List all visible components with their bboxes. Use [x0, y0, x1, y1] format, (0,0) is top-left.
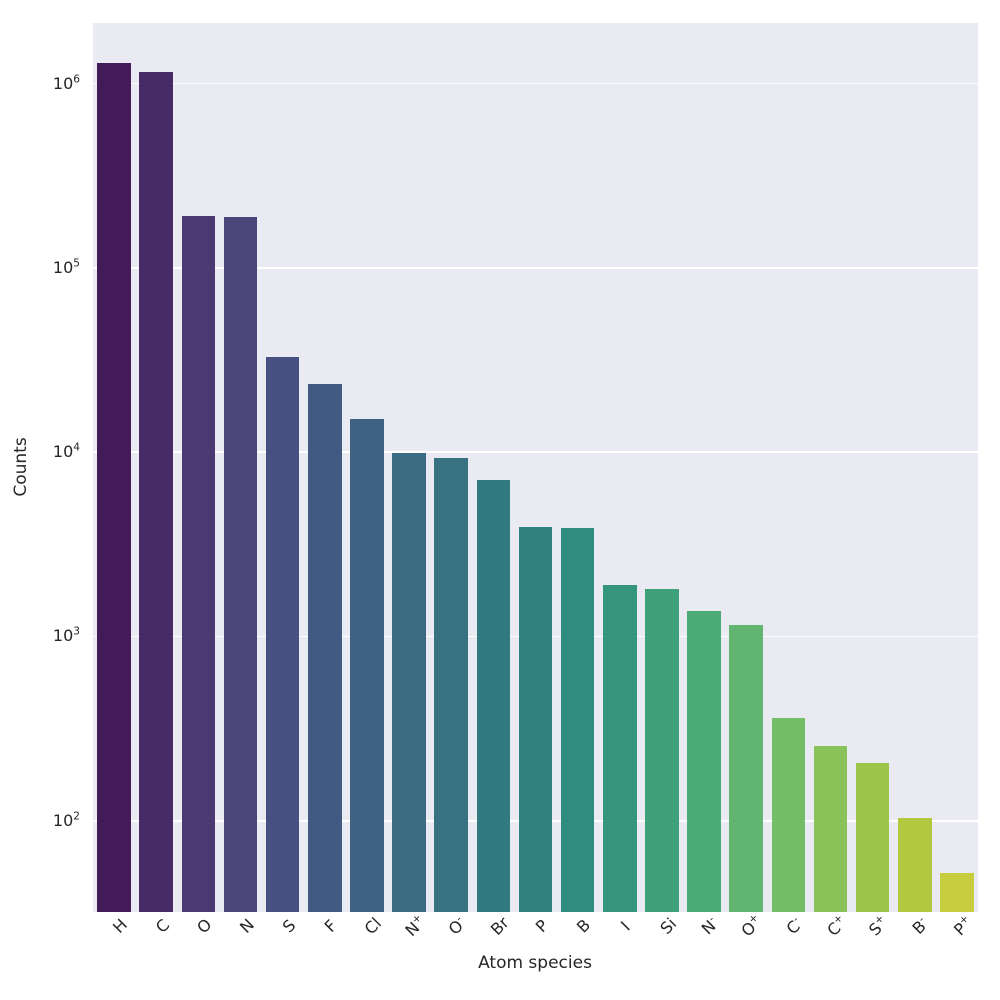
bar-Si: [645, 588, 679, 912]
bar-Br: [476, 479, 511, 912]
x-tick-label: C: [151, 915, 173, 937]
superscript: 2: [73, 810, 80, 823]
bar-B: [560, 527, 595, 912]
x-tick-label: F: [320, 916, 341, 936]
x-tick-label: Cl: [360, 913, 386, 939]
y-tick-label-10e2: 102: [52, 810, 80, 830]
x-tick-label: H: [109, 915, 132, 937]
superscript: -: [916, 913, 928, 926]
x-tick-label: C+: [822, 911, 846, 940]
plot-area: [93, 23, 978, 912]
y-tick-label-10e3: 103: [52, 626, 80, 646]
superscript: +: [746, 911, 762, 927]
x-tick-label: B: [573, 915, 595, 937]
superscript: +: [830, 911, 846, 927]
gridline-105: [93, 267, 978, 269]
x-tick-label: I: [617, 917, 635, 935]
bar-C+: [813, 745, 848, 912]
bar-N: [223, 217, 258, 912]
x-tick-label: N-: [697, 913, 720, 939]
gridline-106: [93, 82, 978, 85]
bar-S: [265, 356, 300, 912]
superscript: 6: [73, 73, 80, 86]
bar-N+: [392, 452, 426, 912]
x-tick-label: B-: [908, 913, 931, 938]
superscript: +: [409, 911, 424, 927]
bar-P: [518, 526, 553, 912]
bar-P+: [940, 873, 974, 912]
x-tick-label: Br: [486, 913, 513, 939]
bar-S+: [855, 763, 890, 912]
bar-B-: [897, 818, 932, 912]
superscript: -: [706, 913, 718, 925]
y-tick-label-10e4: 104: [52, 441, 80, 462]
y-axis-label: Counts: [11, 437, 31, 497]
x-tick-label: P: [531, 915, 552, 937]
superscript: 4: [73, 441, 80, 454]
bar-F: [307, 383, 342, 912]
superscript: +: [956, 912, 972, 928]
bar-O-: [434, 457, 469, 912]
x-tick-label: O: [193, 914, 216, 938]
x-tick-label: O-: [444, 913, 468, 939]
x-tick-label: S: [278, 915, 299, 937]
y-tick-label-10e6: 106: [52, 73, 80, 93]
superscript: +: [872, 912, 887, 928]
bar-O: [181, 216, 216, 912]
x-tick-label: N+: [400, 911, 424, 941]
bar-O+: [729, 624, 764, 912]
bar-N-: [687, 611, 721, 912]
x-tick-label: P+: [949, 912, 972, 940]
x-axis-label: Atom species: [478, 953, 592, 973]
bar-C-: [771, 718, 806, 912]
bar-Cl: [350, 418, 384, 912]
x-tick-label: O+: [737, 911, 762, 941]
x-tick-label: N: [235, 915, 258, 937]
gridline-104: [93, 451, 978, 453]
bar-C: [139, 72, 174, 912]
x-tick-label: Si: [656, 914, 680, 938]
x-tick-label: S+: [865, 912, 887, 940]
y-tick-label-10e5: 105: [52, 257, 80, 277]
superscript: 5: [73, 257, 80, 270]
superscript: -: [790, 913, 802, 925]
superscript: -: [453, 913, 465, 925]
superscript: 3: [73, 626, 80, 639]
x-tick-label: C-: [782, 913, 804, 939]
bar-H: [97, 62, 131, 912]
bar-I: [602, 585, 637, 912]
